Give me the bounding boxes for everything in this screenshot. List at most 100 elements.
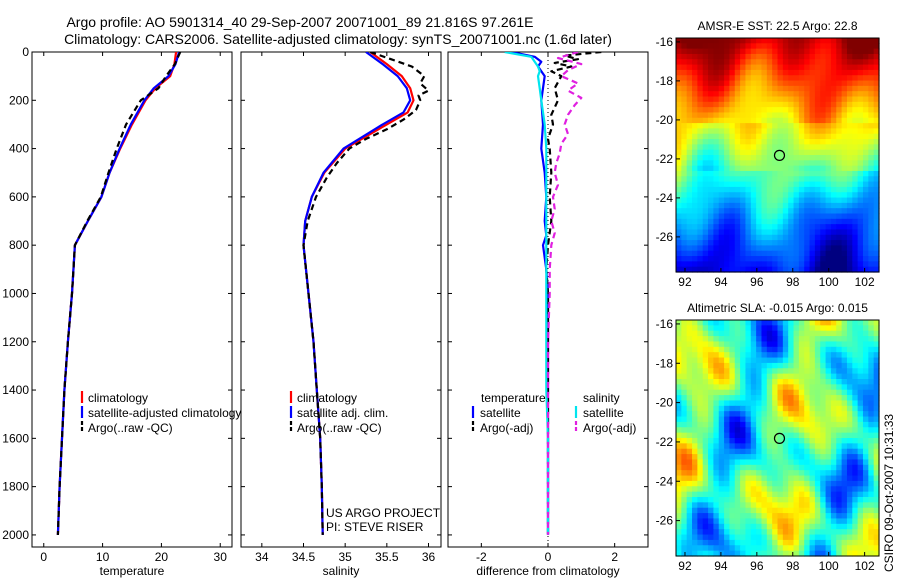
heatmap-cell (788, 341, 795, 348)
heatmap-cell (761, 53, 768, 60)
heatmap-cell (868, 133, 875, 140)
heatmap-cell (708, 261, 714, 268)
heatmap-cell (766, 48, 773, 55)
heatmap-cell (697, 186, 704, 193)
heatmap-cell (745, 518, 752, 525)
heatmap-cell (841, 384, 848, 391)
heatmap-cell (708, 144, 714, 151)
heatmap-cell (772, 197, 779, 204)
heatmap-cell (825, 448, 832, 455)
heatmap-cell (852, 128, 859, 135)
heatmap-cell (830, 330, 837, 337)
heatmap-cell (788, 480, 795, 487)
heatmap-cell (868, 539, 875, 546)
heatmap-cell (702, 38, 709, 44)
heatmap-cell (708, 518, 714, 525)
heatmap-cell (809, 96, 816, 103)
heatmap-cell (697, 144, 704, 151)
heatmap-cell (761, 443, 768, 450)
heatmap-cell (681, 550, 688, 557)
heatmap-cell (857, 480, 864, 487)
heatmap-cell (830, 352, 837, 359)
heatmap-cell (825, 240, 832, 247)
heatmap-cell (724, 48, 731, 55)
heatmap-cell (734, 43, 741, 50)
heatmap-cell (761, 416, 768, 423)
heatmap-cell (809, 384, 816, 391)
heatmap-cell (718, 38, 725, 44)
heatmap-cell (857, 186, 864, 193)
heatmap-cell (750, 144, 757, 151)
heatmap-cell (681, 85, 688, 92)
heatmap-cell (761, 192, 768, 199)
heatmap-cell (814, 218, 821, 225)
heatmap-cell (809, 250, 816, 257)
heatmap-cell (836, 170, 843, 177)
heatmap-cell (697, 133, 704, 140)
heatmap-cell (830, 107, 837, 114)
heatmap-cell (756, 202, 763, 209)
heatmap-cell (713, 59, 720, 66)
heatmap-cell (676, 400, 682, 407)
heatmap-cell (830, 400, 837, 407)
heatmap-cell (713, 53, 720, 60)
heatmap-cell (718, 165, 725, 172)
heatmap-cell (798, 197, 805, 204)
heatmap-cell (862, 448, 869, 455)
heatmap-cell (777, 75, 784, 82)
heatmap-cell (756, 379, 763, 385)
heatmap-cell (702, 529, 709, 536)
heatmap-cell (708, 550, 714, 557)
heatmap-cell (852, 400, 859, 407)
heatmap-cell (825, 107, 832, 114)
heatmap-cell (761, 384, 768, 391)
heatmap-cell (814, 91, 821, 98)
heatmap-cell (798, 266, 805, 273)
heatmap-cell (852, 507, 859, 514)
heatmap-cell (836, 470, 843, 477)
heatmap-cell (862, 330, 869, 337)
heatmap-cell (686, 181, 693, 188)
heatmap-cell (820, 379, 827, 385)
heatmap-cell (873, 421, 880, 428)
heatmap-cell (697, 523, 704, 530)
heatmap-cell (766, 112, 773, 119)
heatmap-cell (708, 139, 714, 145)
heatmap-cell (836, 454, 843, 461)
heatmap-cell (692, 357, 698, 364)
heatmap-cell (686, 160, 693, 167)
heatmap-cell (740, 459, 747, 466)
heatmap-cell (697, 325, 704, 332)
heatmap-cell (702, 427, 709, 434)
heatmap-cell (702, 133, 709, 140)
heatmap-cell (718, 373, 725, 380)
heatmap-cell (692, 518, 698, 525)
heatmap-cell (873, 229, 880, 236)
heatmap-cell (862, 170, 869, 177)
heatmap-cell (708, 330, 714, 337)
heatmap-cell (713, 85, 720, 92)
heatmap-cell (873, 448, 880, 455)
heatmap-cell (804, 96, 811, 103)
heatmap-cell (729, 475, 736, 482)
heatmap-cell (676, 208, 682, 215)
heatmap-cell (841, 443, 848, 450)
heatmap-cell (681, 459, 688, 466)
heatmap-cell (825, 256, 832, 262)
heatmap-cell (830, 85, 837, 92)
heatmap-cell (782, 192, 789, 199)
heatmap-cell (857, 218, 864, 225)
heatmap-cell (836, 139, 843, 145)
heatmap-cell (697, 85, 704, 92)
heatmap-cell (766, 325, 773, 332)
heatmap-cell (782, 368, 789, 375)
heatmap-cell (868, 400, 875, 407)
heatmap-cell (814, 85, 821, 92)
heatmap-cell (676, 534, 682, 541)
heatmap-cell (766, 234, 773, 241)
heatmap-cell (782, 144, 789, 151)
heatmap-cell (761, 139, 768, 145)
heatmap-cell (750, 443, 757, 450)
heatmap-cell (825, 208, 832, 215)
heatmap-cell (745, 165, 752, 172)
